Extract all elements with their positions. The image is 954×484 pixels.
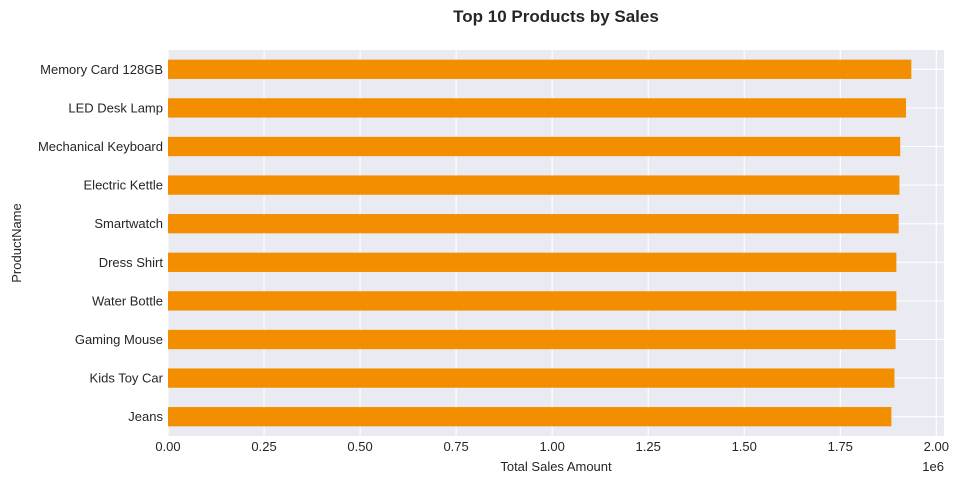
bar [168,214,899,234]
bar [168,175,900,195]
bar [168,252,897,272]
x-tick-label: 0.00 [155,439,180,454]
y-tick-label: LED Desk Lamp [68,100,163,115]
x-tick-label: 0.50 [347,439,372,454]
y-tick-label: Mechanical Keyboard [38,139,163,154]
x-tick-label: 0.25 [251,439,276,454]
x-tick-label: 1.25 [636,439,661,454]
bar [168,407,892,427]
x-tick-labels: 0.00 0.25 0.50 0.75 1.00 1.25 1.50 1.75 2.00 [155,439,949,454]
x-axis-scale-label: 1e6 [922,459,944,474]
y-tick-labels: Memory Card 128GB LED Desk Lamp Mechanical… [38,62,164,424]
x-tick-label: 0.75 [443,439,468,454]
x-tick-label: 1.50 [732,439,757,454]
y-tick-label: Memory Card 128GB [40,62,163,77]
y-tick-label: Jeans [128,409,163,424]
chart-title: Top 10 Products by Sales [453,7,659,26]
bar [168,59,912,79]
x-axis-label: Total Sales Amount [500,459,612,474]
x-tick-label: 1.75 [828,439,853,454]
bar [168,291,897,311]
bar [168,98,906,118]
y-tick-label: Water Bottle [92,293,163,308]
x-tick-label: 1.00 [540,439,565,454]
y-tick-label: Smartwatch [94,216,163,231]
bars [168,59,912,427]
y-axis-label: ProductName [9,203,24,282]
y-tick-label: Electric Kettle [84,178,163,193]
y-tick-label: Dress Shirt [99,255,164,270]
y-tick-label: Gaming Mouse [75,332,163,347]
bar [168,136,901,157]
bar [168,368,895,388]
y-tick-label: Kids Toy Car [90,371,164,386]
bar [168,329,896,350]
x-tick-label: 2.00 [924,439,949,454]
